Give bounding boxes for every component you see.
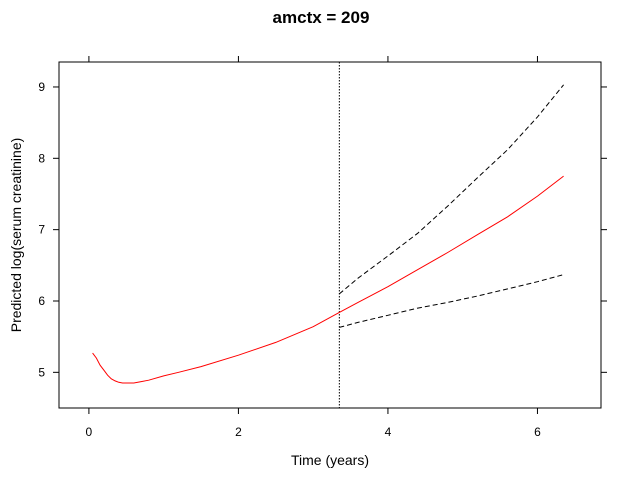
- series-lower-bound-line: [339, 274, 564, 328]
- x-tick-label: 0: [86, 425, 93, 439]
- y-tick-label: 8: [38, 151, 45, 165]
- series-predicted-line: [92, 175, 564, 384]
- y-tick-label: 6: [38, 294, 45, 308]
- chart-title: amctx = 209: [273, 8, 370, 27]
- plot-frame: [58, 61, 602, 409]
- plot-content: [92, 62, 564, 408]
- series-upper-bound-line: [338, 84, 564, 295]
- x-tick-label: 6: [534, 425, 541, 439]
- x-axis-label: Time (years): [291, 452, 369, 468]
- y-tick-label: 5: [38, 365, 45, 379]
- x-tick-label: 4: [385, 425, 392, 439]
- y-axis-label: Predicted log(serum creatinine): [8, 138, 24, 333]
- x-tick-label: 2: [235, 425, 242, 439]
- y-tick-label: 9: [38, 80, 45, 94]
- y-tick-label: 7: [38, 223, 45, 237]
- ticks: 0 2 4 6 5 6 7 8 9: [38, 56, 607, 439]
